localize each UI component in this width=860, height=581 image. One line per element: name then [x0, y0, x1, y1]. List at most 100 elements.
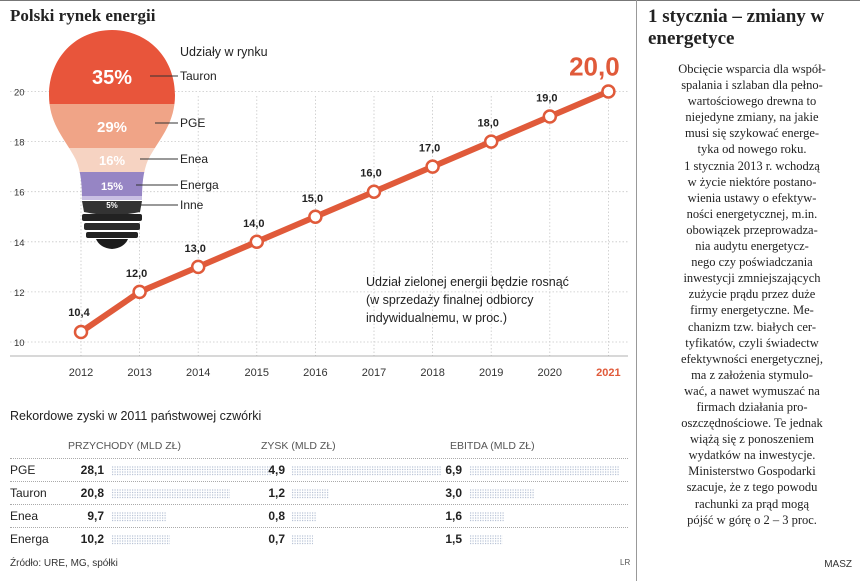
data-label: 18,0 [477, 118, 498, 130]
article-line: obowiązek przeprowadza- [686, 222, 818, 237]
table-column-header: EBITDA (MLD ZŁ) [450, 440, 535, 452]
table-cell-value: 3,0 [445, 486, 462, 500]
data-label: 10,4 [68, 307, 90, 319]
data-label: 19,0 [536, 93, 557, 105]
legend-label-energa: Energa [180, 178, 219, 192]
table-cell-value: 20,8 [80, 486, 104, 500]
article-line: w życie niektóre postano- [687, 174, 817, 189]
green-energy-series: 10,4 12,0 13,0 14,0 15,0 16,0 17,0 18,0 19,0 20,0 [68, 52, 620, 340]
article-line: Obcięcie wsparcia dla współ- [678, 62, 826, 76]
table-row-label: Enea [10, 509, 39, 523]
table-cell-value: 9,7 [87, 509, 104, 523]
table-title: Rekordowe zyski w 2011 państwowej czwórk… [10, 409, 262, 423]
data-label: 16,0 [360, 168, 381, 180]
table-cell-value: 0,7 [268, 532, 285, 546]
table-cell-value: 4,9 [268, 463, 285, 477]
x-axis-ticks: 2012 2013 2014 2015 2016 2017 2018 2019 2020 2021 [69, 367, 621, 379]
y-tick-label: 12 [14, 288, 25, 299]
table-cell-value: 0,8 [268, 509, 285, 523]
table-row-label: Energa [10, 532, 49, 546]
table-bar [112, 489, 231, 499]
y-tick-label: 20 [14, 88, 25, 99]
article-line: nego czy poświadczania [691, 255, 813, 270]
data-point [249, 234, 265, 250]
x-tick-label: 2015 [245, 367, 269, 379]
data-point [483, 134, 499, 149]
table-cell-value: 1,5 [445, 532, 462, 546]
article-line: firmy energetyczne. Me- [690, 303, 814, 318]
table-bar [112, 466, 272, 476]
data-point [366, 184, 382, 199]
article-line: musi się szykować energe- [684, 126, 820, 141]
bulb-title: Udziały w rynku [180, 45, 268, 59]
article-line: wartościowego drewna to [687, 94, 817, 109]
data-point [308, 209, 323, 224]
table-bar [112, 512, 168, 522]
y-tick-label: 10 [14, 338, 25, 349]
table-cell-value: 6,9 [445, 463, 462, 477]
series-line [78, 88, 612, 335]
bulb-segment-inne [49, 196, 175, 200]
table-bar [470, 512, 505, 522]
legend-label-enea: Enea [180, 152, 208, 166]
article-body: Obcięcie wsparcia dla współ-spalania i s… [648, 61, 856, 528]
x-tick-label: 2017 [362, 367, 386, 379]
x-tick-label: 2021 [596, 367, 620, 379]
article-line: ma z założenia stymulo- [691, 367, 813, 382]
article-line: rachunki za prąd mogą [694, 496, 810, 511]
article-line: wienia ustawy o efektyw- [687, 190, 817, 205]
table-row-separator [10, 527, 628, 528]
table-cell-value: 10,2 [80, 532, 104, 546]
x-tick-label: 2019 [479, 367, 503, 379]
bulb-base [82, 201, 142, 215]
top-rule [0, 0, 860, 1]
bulb-segment-pge [49, 104, 175, 148]
article-line: szacuje, że z tego powodu [686, 480, 818, 495]
x-tick-label: 2016 [303, 367, 327, 379]
article-line: wać, a nawet wymuszać na [684, 383, 820, 398]
bulb-value-label: 35% [92, 67, 132, 89]
y-tick-label: 16 [14, 188, 25, 199]
table-column-header: PRZYCHODY (MLD ZŁ) [68, 440, 181, 452]
article-line: efektywności energetycznej, [680, 351, 824, 366]
y-axis-ticks: 10 12 14 16 18 20 [14, 88, 25, 350]
data-point [601, 84, 616, 99]
article-line: zużycie prądu przez duże [688, 287, 816, 302]
y-tick-label: 14 [14, 238, 25, 249]
table-column-header: ZYSK (MLD ZŁ) [261, 440, 336, 452]
data-label: 13,0 [184, 243, 205, 255]
data-label: 12,0 [126, 268, 147, 280]
article-line: wydatków na inwestycje. [688, 448, 816, 463]
chart-annotation: Udział zielonej energii będzie rosnąć (w … [366, 275, 569, 325]
table-row-label: Tauron [10, 486, 47, 500]
author-signature: MASZ [824, 559, 852, 570]
x-tick-label: 2012 [69, 367, 93, 379]
article-title: 1 stycznia – zmiany w energetyce [648, 6, 825, 49]
table-bar [470, 489, 536, 499]
bulb-value-label: 29% [97, 119, 127, 136]
table-row-separator [10, 504, 628, 505]
article-line: oszczędnościowe. Te jednak [681, 416, 823, 431]
bulb-segment-tauron [49, 30, 175, 104]
table-bar [292, 512, 317, 522]
x-tick-label: 2020 [538, 367, 562, 379]
data-label: 17,0 [419, 143, 440, 155]
table-row-separator [10, 481, 628, 482]
article-line: tyka od nowego roku. [697, 142, 807, 157]
article-line: firmach działania pro- [696, 399, 808, 414]
article-line: wiążą się z ponoszeniem [690, 432, 814, 447]
table-cell-value: 1,2 [268, 486, 285, 500]
column-divider [636, 0, 637, 581]
source-note: Źródło: URE, MG, spółki [10, 558, 118, 569]
table-bar [292, 466, 442, 476]
legend-label-tauron: Tauron [180, 69, 217, 83]
chart-title-line: Udział zielonej energii będzie rosnąć [366, 275, 569, 289]
data-label: 14,0 [243, 218, 264, 230]
graphic-credit: LR [620, 558, 631, 567]
highlight-value-label: 20,0 [569, 52, 620, 82]
article-line: spalania i szlaban dla pełno- [681, 78, 823, 93]
article-line: chanizm tzw. białych cer- [687, 319, 817, 334]
bulb-value-label: 15% [101, 181, 123, 193]
table-bar [470, 535, 503, 545]
article-line: niejedyne zmiany, na jakie [685, 110, 819, 125]
